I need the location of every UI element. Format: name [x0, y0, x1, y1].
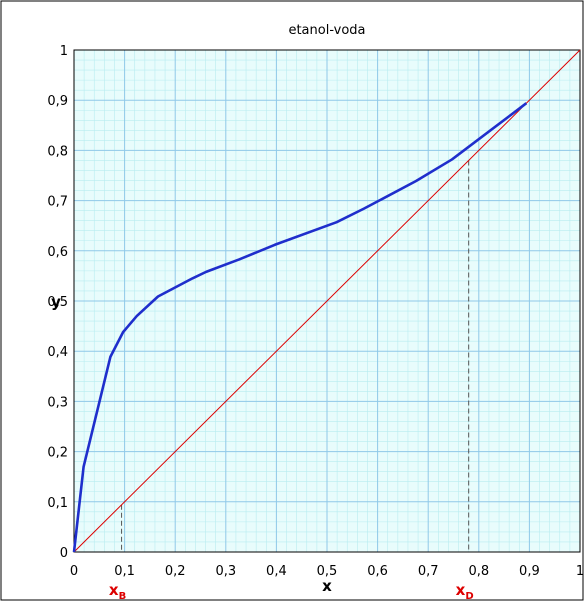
y-tick-label: 0	[60, 546, 68, 561]
x-tick-label: 0,7	[418, 564, 439, 579]
y-tick-label: 0,3	[47, 395, 68, 410]
x-tick-label: 0,5	[317, 564, 338, 579]
x-axis-label: x	[322, 577, 332, 595]
grid-major	[74, 50, 580, 552]
x-tick-label: 0,1	[114, 564, 135, 579]
diagonal-line	[73, 49, 581, 553]
x-tick-label: 0,9	[519, 564, 540, 579]
x-tick-label: 0,4	[266, 564, 287, 579]
chart-title: etanol-voda	[288, 23, 365, 38]
y-tick-label: 1	[60, 44, 68, 59]
y-tick-label: 0,1	[47, 496, 68, 511]
equilibrium-curve	[72, 102, 528, 553]
y-tick-label: 0,6	[47, 245, 68, 260]
annotation-subscript: D	[465, 591, 473, 601]
y-tick-label: 0,2	[47, 446, 68, 461]
plot-border	[73, 49, 581, 553]
y-tick-label: 0,5	[47, 295, 68, 310]
y-tick-label: 0,7	[47, 195, 68, 210]
y-tick-label: 0,8	[47, 144, 68, 159]
x-tick-label: 0,6	[367, 564, 388, 579]
y-axis-label: y	[51, 293, 61, 311]
series-layer	[72, 49, 581, 553]
tick-labels: 0 0,1 0,2 0,3 0,4 0,5 0,6 0,7 0,8 0,9 1 0 0,1 0,2 0,3 0…	[47, 44, 584, 579]
x-tick-label: 0,2	[165, 564, 186, 579]
x-tick-label: 0,3	[215, 564, 236, 579]
y-tick-label: 0,9	[47, 94, 68, 109]
guide-lines	[121, 160, 470, 552]
y-tick-label: 0,4	[47, 345, 68, 360]
x-tick-label: 0	[70, 564, 78, 579]
x-tick-label: 1	[576, 564, 584, 579]
x-tick-label: 0,8	[468, 564, 489, 579]
annotation-subscript: B	[119, 591, 127, 601]
